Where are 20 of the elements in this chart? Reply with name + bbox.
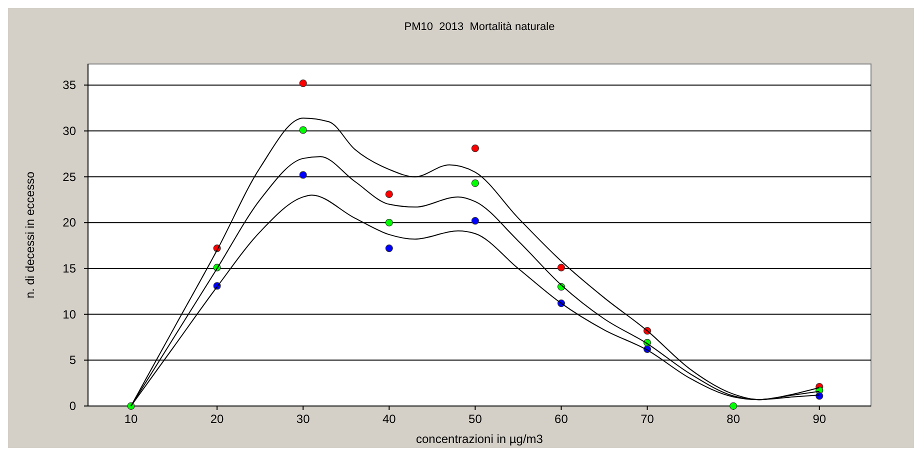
y-tick-label: 10	[62, 307, 76, 322]
y-tick-label: 35	[62, 78, 76, 92]
y-tick-label: 15	[62, 261, 76, 276]
x-tick-label: 80	[726, 412, 740, 426]
x-tick-label: 70	[640, 412, 654, 426]
x-tick-label: 20	[210, 412, 224, 426]
y-tick-label: 0	[69, 399, 76, 413]
y-tick-label: 25	[62, 170, 76, 184]
x-tick-label: 50	[468, 412, 482, 426]
chart-title: PM10 2013 Mortalità naturale	[404, 21, 555, 33]
x-tick-label: 30	[296, 412, 310, 426]
y-tick-label: 20	[62, 216, 76, 230]
x-axis-title: concentrazioni in µg/m3	[416, 432, 544, 446]
y-tick-label: 5	[69, 353, 76, 368]
x-tick-label: 90	[812, 412, 826, 426]
y-tick-label: 30	[62, 124, 76, 138]
y-axis-title: n. di decessi in eccesso	[23, 171, 37, 298]
x-tick-label: 10	[124, 412, 138, 426]
x-tick-label: 40	[382, 412, 396, 426]
x-tick-label: 60	[554, 412, 568, 426]
